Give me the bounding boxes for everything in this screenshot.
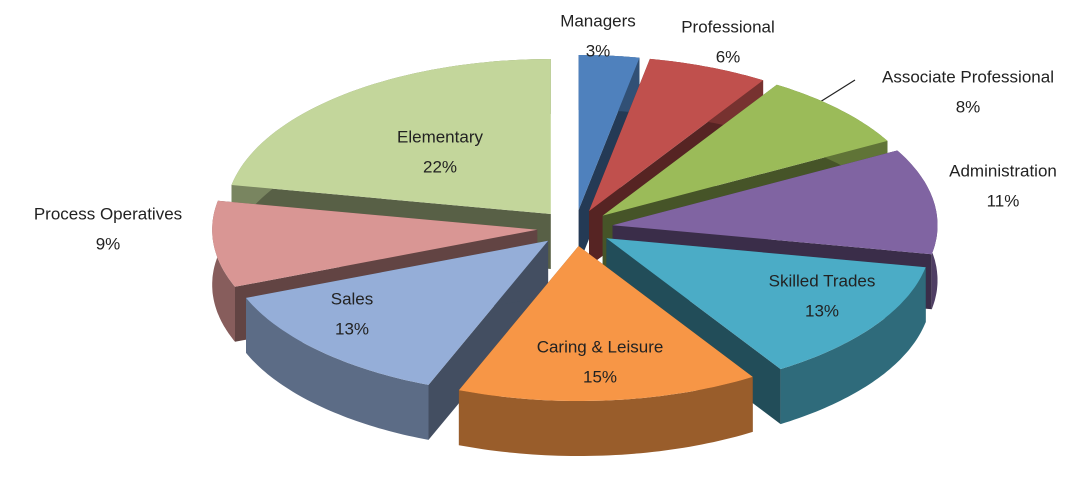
data-label-value: 6% bbox=[716, 47, 741, 66]
slice bbox=[246, 240, 549, 440]
data-label-name: Skilled Trades bbox=[769, 271, 876, 290]
data-label-name: Process Operatives bbox=[34, 204, 182, 223]
data-label-value: 3% bbox=[586, 41, 611, 60]
slice-top bbox=[606, 238, 926, 370]
slice-wall bbox=[246, 297, 429, 440]
data-label-value: 15% bbox=[583, 367, 617, 386]
data-label-name: Caring & Leisure bbox=[537, 337, 664, 356]
data-label-value: 11% bbox=[987, 191, 1020, 210]
slice-top bbox=[246, 240, 549, 385]
data-label-name: Professional bbox=[681, 17, 775, 36]
data-label-value: 22% bbox=[423, 157, 457, 176]
data-label-value: 9% bbox=[96, 234, 121, 253]
data-label-name: Elementary bbox=[397, 127, 483, 146]
slice-top bbox=[578, 55, 640, 210]
slice-top bbox=[612, 150, 938, 255]
data-label-value: 13% bbox=[335, 319, 369, 338]
data-label-name: Associate Professional bbox=[882, 67, 1054, 86]
data-label-value: 8% bbox=[956, 97, 981, 116]
slice bbox=[458, 246, 753, 456]
data-label-name: Managers bbox=[560, 11, 636, 30]
data-label-name: Sales bbox=[331, 289, 374, 308]
slice-top bbox=[231, 59, 551, 214]
slice-wall bbox=[458, 376, 753, 456]
data-label-value: 13% bbox=[805, 301, 839, 320]
slice-top bbox=[589, 58, 764, 212]
slice-top bbox=[212, 200, 538, 287]
slice-top bbox=[458, 246, 753, 401]
slice-wall bbox=[780, 267, 926, 425]
data-label-name: Administration bbox=[949, 161, 1057, 180]
slice-top bbox=[602, 84, 888, 216]
